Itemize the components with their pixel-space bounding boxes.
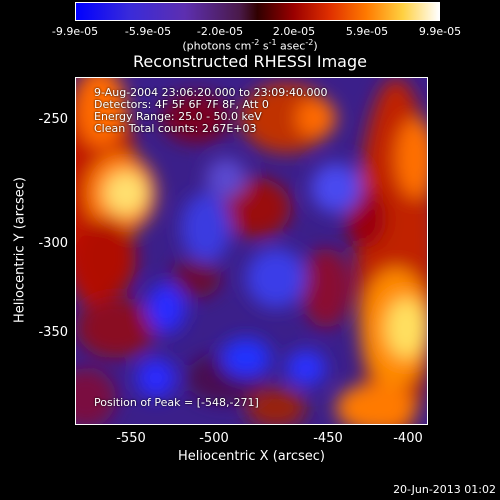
colorbar-tick-label: -9.9e-05 xyxy=(51,25,99,38)
detectors-info: Detectors: 4F 5F 6F 7F 8F, Att 0 xyxy=(94,98,269,111)
image-title: Reconstructed RHESSI Image xyxy=(133,52,367,71)
y-tick-label: -250 xyxy=(38,112,68,127)
x-tick-label: -400 xyxy=(393,431,423,446)
y-tick-label: -300 xyxy=(38,236,68,251)
observation-time: 9-Aug-2004 23:06:20.000 to 23:09:40.000 xyxy=(94,86,328,99)
peak-position: Position of Peak = [-548,-271] xyxy=(94,396,259,409)
colorbar-tick-label: -5.9e-05 xyxy=(124,25,172,38)
clean-total-counts: Clean Total counts: 2.67E+03 xyxy=(94,122,257,135)
timestamp: 20-Jun-2013 01:02 xyxy=(393,483,496,496)
colorbar-tick-label: 2.0e-05 xyxy=(272,25,316,38)
rhessi-heatmap xyxy=(76,78,427,424)
y-tick-label: -350 xyxy=(38,325,68,340)
energy-range: Energy Range: 25.0 - 50.0 keV xyxy=(94,110,262,123)
colorbar-tick-label: 5.9e-05 xyxy=(345,25,389,38)
colorbar xyxy=(75,2,440,21)
x-tick-label: -550 xyxy=(116,431,146,446)
colorbar-units: (photons cm-2 s-1 asec-2) xyxy=(182,38,318,53)
colorbar-tick-label: 9.9e-05 xyxy=(418,25,462,38)
x-tick-label: -450 xyxy=(313,431,343,446)
x-axis-label: Heliocentric X (arcsec) xyxy=(178,449,325,464)
colorbar-tick-label: -2.0e-05 xyxy=(196,25,244,38)
y-axis-label: Heliocentric Y (arcsec) xyxy=(12,177,28,323)
x-tick-label: -500 xyxy=(199,431,229,446)
rhessi-image: 9-Aug-2004 23:06:20.000 to 23:09:40.000 … xyxy=(75,77,428,425)
